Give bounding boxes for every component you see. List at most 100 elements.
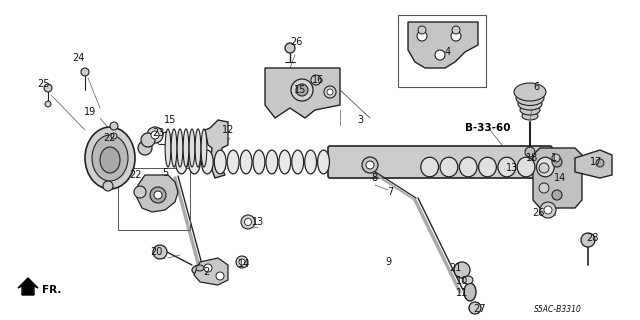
- Circle shape: [244, 219, 252, 226]
- Text: 20: 20: [150, 247, 162, 257]
- Ellipse shape: [214, 150, 226, 174]
- Circle shape: [540, 202, 556, 218]
- Text: 3: 3: [357, 115, 363, 125]
- Circle shape: [451, 31, 461, 41]
- Text: 27: 27: [474, 304, 486, 314]
- Circle shape: [362, 157, 378, 173]
- Circle shape: [539, 163, 549, 173]
- Text: FR.: FR.: [42, 285, 61, 295]
- Text: 19: 19: [84, 107, 96, 117]
- Text: 15: 15: [164, 115, 176, 125]
- Text: 18: 18: [526, 153, 538, 163]
- Ellipse shape: [514, 83, 546, 101]
- Text: 13: 13: [252, 217, 264, 227]
- Ellipse shape: [253, 150, 265, 174]
- Text: 9: 9: [385, 257, 391, 267]
- Text: 12: 12: [222, 125, 234, 135]
- Polygon shape: [137, 175, 178, 212]
- Ellipse shape: [189, 129, 195, 167]
- Circle shape: [81, 68, 89, 76]
- Ellipse shape: [202, 150, 213, 174]
- Circle shape: [435, 50, 445, 60]
- Circle shape: [452, 26, 460, 34]
- Circle shape: [150, 187, 166, 203]
- Ellipse shape: [463, 276, 473, 284]
- Circle shape: [418, 26, 426, 34]
- Polygon shape: [408, 22, 478, 68]
- Text: 16: 16: [312, 75, 324, 85]
- Circle shape: [366, 161, 374, 169]
- Polygon shape: [194, 258, 228, 285]
- Circle shape: [45, 101, 51, 107]
- Circle shape: [581, 233, 595, 247]
- Circle shape: [469, 302, 481, 314]
- Ellipse shape: [195, 129, 201, 167]
- Ellipse shape: [266, 150, 278, 174]
- Ellipse shape: [92, 135, 128, 181]
- Ellipse shape: [100, 147, 120, 173]
- Ellipse shape: [227, 150, 239, 174]
- Text: 24: 24: [72, 53, 84, 63]
- Polygon shape: [575, 150, 612, 178]
- Ellipse shape: [479, 157, 497, 177]
- Text: 28: 28: [586, 233, 598, 243]
- Ellipse shape: [520, 105, 540, 115]
- Circle shape: [552, 154, 560, 162]
- Text: S5AC-B3310: S5AC-B3310: [534, 305, 582, 314]
- Circle shape: [151, 131, 159, 139]
- Circle shape: [153, 245, 167, 259]
- Ellipse shape: [177, 129, 183, 167]
- Ellipse shape: [171, 129, 177, 167]
- Text: 14: 14: [554, 173, 566, 183]
- Circle shape: [134, 186, 146, 198]
- Ellipse shape: [420, 157, 438, 177]
- Text: 21: 21: [449, 263, 461, 273]
- Ellipse shape: [522, 112, 538, 120]
- Circle shape: [454, 262, 470, 278]
- Circle shape: [552, 190, 562, 200]
- Circle shape: [239, 259, 245, 265]
- Text: 15: 15: [294, 85, 306, 95]
- Circle shape: [204, 264, 212, 272]
- Text: 14: 14: [238, 259, 250, 269]
- Circle shape: [216, 272, 224, 280]
- Ellipse shape: [188, 150, 200, 174]
- Ellipse shape: [440, 157, 458, 177]
- Text: 8: 8: [371, 173, 377, 183]
- Ellipse shape: [536, 157, 554, 177]
- Circle shape: [544, 206, 552, 214]
- Polygon shape: [205, 120, 228, 178]
- Circle shape: [236, 256, 248, 268]
- Circle shape: [285, 43, 295, 53]
- Ellipse shape: [518, 98, 542, 110]
- Ellipse shape: [460, 157, 477, 177]
- Circle shape: [525, 147, 535, 157]
- Circle shape: [539, 183, 549, 193]
- Polygon shape: [265, 68, 340, 118]
- Ellipse shape: [305, 150, 317, 174]
- Circle shape: [111, 133, 117, 139]
- Text: 17: 17: [590, 157, 602, 167]
- Ellipse shape: [183, 129, 189, 167]
- Ellipse shape: [464, 283, 476, 301]
- Circle shape: [103, 181, 113, 191]
- Circle shape: [147, 127, 163, 143]
- Ellipse shape: [292, 150, 303, 174]
- Ellipse shape: [175, 150, 188, 174]
- Text: 26: 26: [290, 37, 302, 47]
- Text: 4: 4: [445, 47, 451, 57]
- Text: 7: 7: [387, 187, 393, 197]
- Circle shape: [241, 215, 255, 229]
- Text: 2: 2: [203, 267, 209, 277]
- FancyBboxPatch shape: [328, 146, 552, 178]
- Text: 23: 23: [152, 128, 164, 138]
- Circle shape: [44, 84, 52, 92]
- Text: 6: 6: [533, 82, 539, 92]
- Circle shape: [154, 191, 162, 199]
- Circle shape: [138, 141, 152, 155]
- Circle shape: [324, 86, 336, 98]
- Ellipse shape: [291, 79, 313, 101]
- Ellipse shape: [296, 84, 308, 96]
- Ellipse shape: [192, 265, 208, 275]
- Circle shape: [311, 75, 321, 85]
